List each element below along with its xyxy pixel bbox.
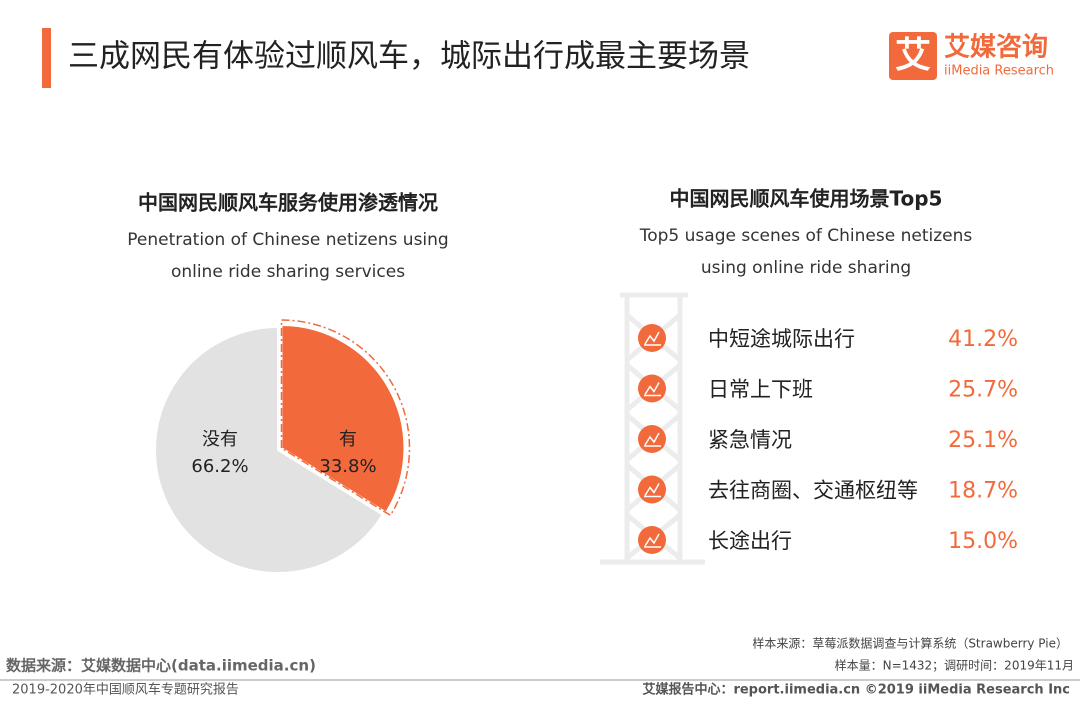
chart-subtitle: using online ride sharing [701,258,911,278]
scene-icon-glyph [644,382,661,397]
footer-report: 2019-2020年中国顺风车专题研究报告 [12,682,239,698]
scene-value: 25.1% [948,428,1018,453]
scene-value: 18.7% [948,479,1018,504]
scene-label: 中短途城际出行 [708,327,855,351]
sample-source: 样本来源：草莓派数据调查与计算系统（Strawberry Pie） [752,636,1068,651]
scene-icon-glyph [644,432,661,447]
slice-value: 33.8% [319,456,376,477]
logo-mark: 艾 [895,35,931,76]
scene-label: 紧急情况 [708,428,792,452]
sample-size: 样本量：N=1432；调研时间：2019年11月 [835,658,1074,673]
chart-subtitle: Top5 usage scenes of Chinese netizens [639,226,973,246]
scene-icon-glyph [644,533,661,548]
pie-slice [154,325,385,574]
scene-value: 25.7% [948,378,1018,403]
slice-label: 没有 [202,429,238,450]
scene-icon-glyph [644,483,661,498]
footer-copyright: 艾媒报告中心：report.iimedia.cn ©2019 iiMedia R… [642,682,1070,698]
logo-en: iiMedia Research [944,64,1054,79]
pie-slice [280,324,406,515]
slice-value: 66.2% [191,456,248,477]
scene-value: 15.0% [948,529,1018,554]
logo-box [889,32,937,80]
scene-label: 去往商圈、交通枢纽等 [708,479,918,503]
chart-title: 中国网民顺风车服务使用渗透情况 [138,191,438,215]
footer-source: 数据来源：艾媒数据中心(data.iimedia.cn) [6,657,316,675]
slice-label: 有 [339,429,357,450]
chart-subtitle: online ride sharing services [171,262,405,282]
slice-outline [280,319,411,517]
scene-label: 日常上下班 [708,378,813,402]
logo-name: 艾媒咨询 [944,32,1048,63]
title-bar [42,28,51,88]
scene-label: 长途出行 [708,529,792,553]
chart-title: 中国网民顺风车使用场景Top5 [670,187,943,211]
page-title: 三成网民有体验过顺风车，城际出行成最主要场景 [68,39,750,75]
scene-value: 41.2% [948,327,1018,352]
scene-icon-glyph [644,331,661,346]
chart-subtitle: Penetration of Chinese netizens using [127,230,448,250]
